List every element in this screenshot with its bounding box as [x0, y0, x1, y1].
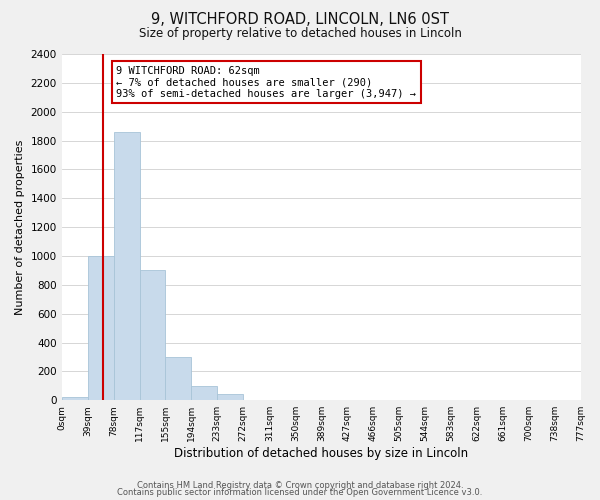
Bar [88, 256, 114, 400]
Bar [191, 386, 217, 400]
Text: 9 WITCHFORD ROAD: 62sqm
← 7% of detached houses are smaller (290)
93% of semi-de: 9 WITCHFORD ROAD: 62sqm ← 7% of detached… [116, 66, 416, 98]
Y-axis label: Number of detached properties: Number of detached properties [15, 140, 25, 315]
Text: Size of property relative to detached houses in Lincoln: Size of property relative to detached ho… [139, 28, 461, 40]
Bar [140, 270, 165, 400]
Bar [217, 394, 243, 400]
Bar [165, 357, 191, 400]
Bar [114, 132, 140, 400]
Text: 9, WITCHFORD ROAD, LINCOLN, LN6 0ST: 9, WITCHFORD ROAD, LINCOLN, LN6 0ST [151, 12, 449, 28]
Bar [62, 398, 88, 400]
Text: Contains HM Land Registry data © Crown copyright and database right 2024.: Contains HM Land Registry data © Crown c… [137, 480, 463, 490]
X-axis label: Distribution of detached houses by size in Lincoln: Distribution of detached houses by size … [174, 447, 468, 460]
Text: Contains public sector information licensed under the Open Government Licence v3: Contains public sector information licen… [118, 488, 482, 497]
